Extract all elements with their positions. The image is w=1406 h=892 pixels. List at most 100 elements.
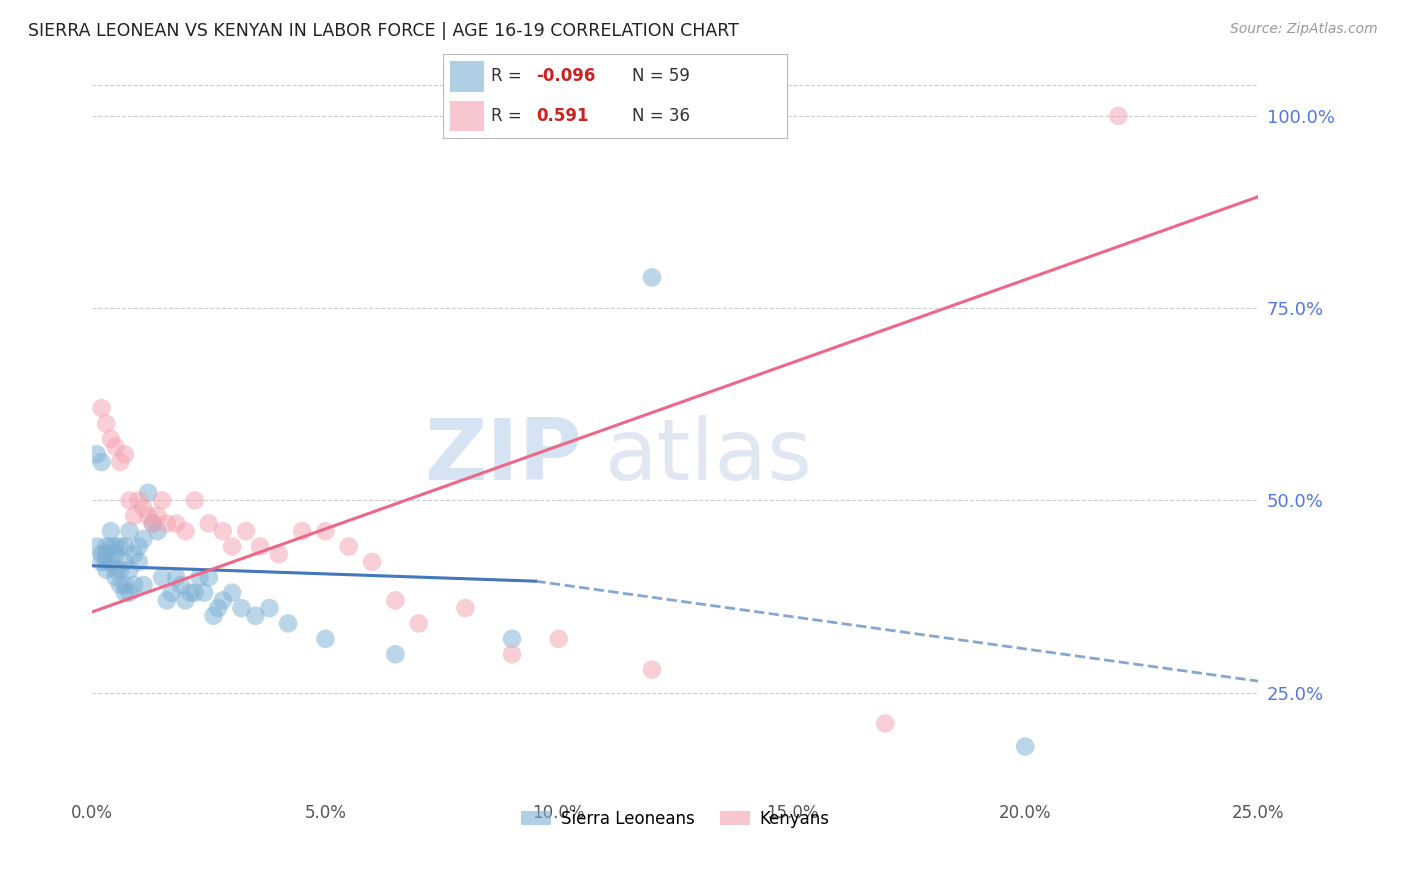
Point [314,632,336,646]
Text: ZIP: ZIP [425,415,582,498]
Point [132,532,155,546]
Point [184,493,207,508]
Point [136,485,159,500]
Point [221,585,243,599]
Point [146,524,169,538]
Point [165,516,187,531]
Point [193,585,215,599]
Point [96,540,118,554]
Point [165,570,187,584]
Point [104,563,127,577]
Point [86,540,108,554]
Point [108,563,131,577]
Point [547,632,569,646]
Point [114,578,136,592]
Text: Source: ZipAtlas.com: Source: ZipAtlas.com [1230,22,1378,37]
Point [90,547,112,561]
Point [314,524,336,538]
Point [100,432,122,446]
Point [132,578,155,592]
Point [188,570,211,584]
Text: -0.096: -0.096 [536,68,595,86]
Point [211,524,233,538]
Point [150,570,173,584]
Point [108,578,131,592]
Text: N = 59: N = 59 [633,68,690,86]
Point [198,516,221,531]
Point [501,647,523,661]
Point [122,508,145,523]
Point [114,540,136,554]
Point [641,663,664,677]
Point [408,616,430,631]
Point [211,593,233,607]
Point [96,563,118,577]
Point [122,547,145,561]
Point [384,593,406,607]
Point [156,593,179,607]
Point [142,516,165,531]
Point [136,508,159,523]
Point [156,516,179,531]
Point [221,540,243,554]
Point [198,570,221,584]
Point [128,493,150,508]
Point [875,716,897,731]
Bar [450,62,484,92]
Point [96,547,118,561]
Text: atlas: atlas [606,415,813,498]
Point [100,524,122,538]
Text: N = 36: N = 36 [633,107,690,125]
Point [231,601,253,615]
Point [96,555,118,569]
Point [104,540,127,554]
Point [108,455,131,469]
Point [170,578,193,592]
Point [128,555,150,569]
Point [454,601,477,615]
Point [108,540,131,554]
Point [1014,739,1036,754]
Point [207,601,229,615]
Point [1108,109,1130,123]
Point [267,547,290,561]
Point [104,547,127,561]
Point [245,608,267,623]
Point [249,540,271,554]
Point [118,493,141,508]
Point [114,585,136,599]
Point [361,555,384,569]
Point [337,540,360,554]
Point [104,570,127,584]
Point [150,493,173,508]
Point [118,585,141,599]
Point [291,524,314,538]
Point [114,447,136,461]
Point [184,585,207,599]
Point [160,585,183,599]
Point [277,616,299,631]
Bar [450,101,484,131]
Point [128,540,150,554]
Point [259,601,281,615]
Point [100,540,122,554]
Point [100,555,122,569]
Point [90,455,112,469]
Text: R =: R = [491,68,527,86]
Point [114,555,136,569]
Text: R =: R = [491,107,527,125]
Text: SIERRA LEONEAN VS KENYAN IN LABOR FORCE | AGE 16-19 CORRELATION CHART: SIERRA LEONEAN VS KENYAN IN LABOR FORCE … [28,22,740,40]
Point [501,632,523,646]
Point [96,417,118,431]
Point [174,524,197,538]
Point [641,270,664,285]
Point [118,524,141,538]
Legend: Sierra Leoneans, Kenyans: Sierra Leoneans, Kenyans [515,803,837,834]
Point [235,524,257,538]
Point [174,593,197,607]
Point [132,501,155,516]
Point [142,516,165,531]
Point [202,608,225,623]
Point [104,440,127,454]
Point [90,555,112,569]
